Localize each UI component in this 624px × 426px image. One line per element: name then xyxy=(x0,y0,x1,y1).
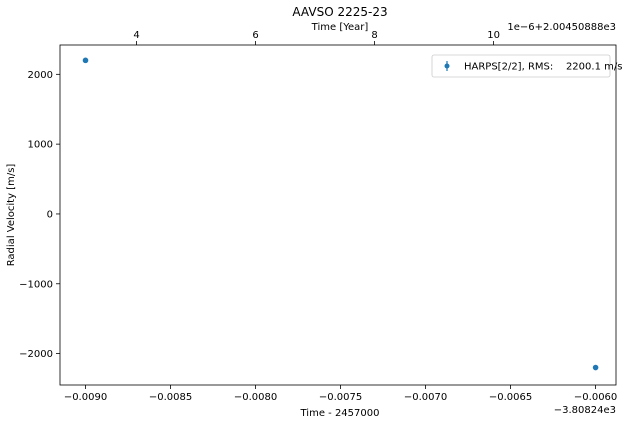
x-tick-label: −0.0070 xyxy=(404,392,447,403)
plot-frame xyxy=(59,44,617,386)
top-tick-label: 4 xyxy=(133,30,139,41)
x-tick-label: −0.0075 xyxy=(319,392,362,403)
x-tick-label: −0.0090 xyxy=(64,392,107,403)
x-axis-ticks: −0.0090 −0.0085 −0.0080 −0.0075 −0.0070 −0.00… xyxy=(64,385,617,403)
legend-label: HARPS[2/2], RMS: 2200.1 m/s xyxy=(464,62,622,73)
x-tick-label: −0.0065 xyxy=(489,392,532,403)
chart-title: AAVSO 2225-23 xyxy=(292,5,387,19)
x-tick-label: −0.0080 xyxy=(234,392,277,403)
y-tick-label: −2000 xyxy=(19,349,53,360)
data-point xyxy=(592,364,599,371)
x-tick-label: −0.0060 xyxy=(574,392,617,403)
y-axis-label: Radial Velocity [m/s] xyxy=(6,164,17,267)
y-axis-ticks: −2000 −1000 0 1000 2000 xyxy=(19,70,60,360)
y-tick-label: 2000 xyxy=(28,70,53,81)
x-axis-label: Time - 2457000 xyxy=(300,408,380,419)
top-axis-ticks: 4 6 8 10 xyxy=(133,30,500,45)
x-axis-offset-label: −3.80824e3 xyxy=(554,405,616,416)
legend-marker xyxy=(444,63,450,69)
top-axis-offset-label: 1e−6+2.00450888e3 xyxy=(507,22,616,33)
y-tick-label: 0 xyxy=(47,209,53,220)
y-tick-label: 1000 xyxy=(28,140,53,151)
y-tick-label: −1000 xyxy=(19,279,53,290)
top-tick-label: 8 xyxy=(371,30,377,41)
top-tick-label: 10 xyxy=(487,30,500,41)
data-point xyxy=(82,57,89,64)
x-tick-label: −0.0085 xyxy=(149,392,192,403)
legend-box xyxy=(431,54,611,78)
top-axis-label: Time [Year] xyxy=(311,22,369,33)
top-tick-label: 6 xyxy=(252,30,258,41)
legend: HARPS[2/2], RMS: 2200.1 m/s xyxy=(431,54,622,78)
data-points xyxy=(82,57,599,371)
